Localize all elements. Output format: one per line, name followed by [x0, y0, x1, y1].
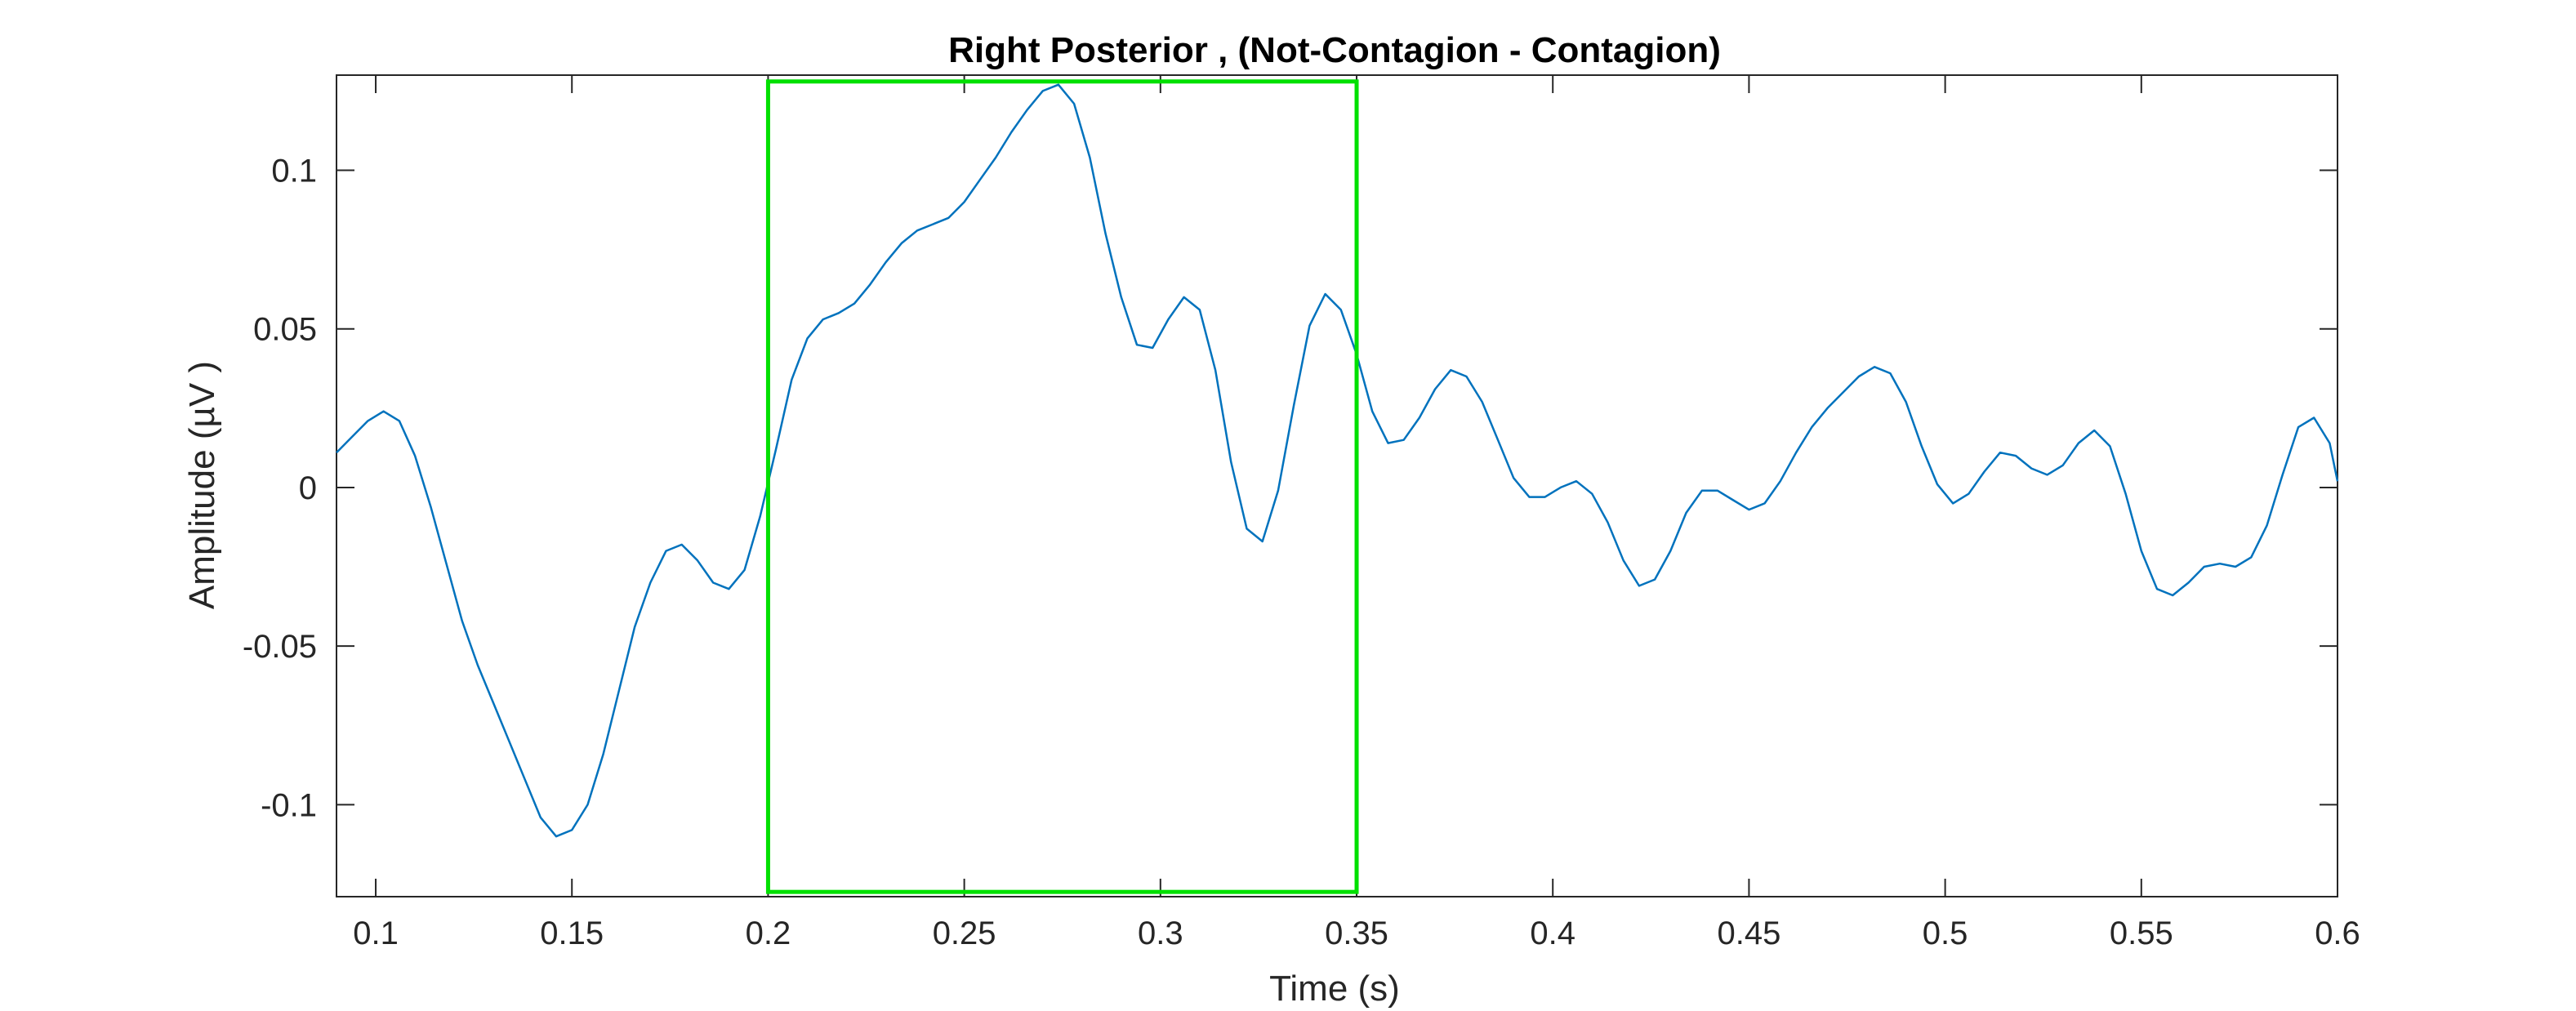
- chart-title: Right Posterior , (Not-Contagion - Conta…: [948, 30, 1721, 70]
- data-series-line: [336, 83, 2339, 838]
- x-tick-label: 0.6: [2315, 915, 2360, 951]
- x-tick-label: 0.25: [933, 915, 996, 951]
- x-tick-label: 0.3: [1138, 915, 1183, 951]
- x-axis-label: Time (s): [1269, 969, 1400, 1009]
- x-tick-label: 0.15: [540, 915, 604, 951]
- x-tick-label: 0.35: [1325, 915, 1388, 951]
- x-tick-label: 0.2: [746, 915, 791, 951]
- y-tick-label: 0.1: [271, 154, 317, 189]
- y-axis-label: Amplitude (µV ): [182, 361, 222, 609]
- y-tick-label: 0: [299, 470, 317, 506]
- x-tick-label: 0.1: [353, 915, 399, 951]
- plot-area: 0.1 0.15 0.2 0.25 0.3 0.35 0.4 0.45 0.5 0.55 0.6 -0…: [243, 74, 2360, 951]
- y-tick-label: -0.05: [243, 629, 317, 665]
- x-tick-label: 0.45: [1717, 915, 1780, 951]
- y-tick-label: 0.05: [253, 312, 317, 348]
- y-tick-label: -0.1: [261, 787, 317, 823]
- x-tick-label: 0.55: [2110, 915, 2173, 951]
- axes-box: [336, 74, 2338, 897]
- highlight-box: [765, 79, 1359, 894]
- x-tick-label: 0.4: [1530, 915, 1575, 951]
- x-tick-label: 0.5: [1923, 915, 1968, 951]
